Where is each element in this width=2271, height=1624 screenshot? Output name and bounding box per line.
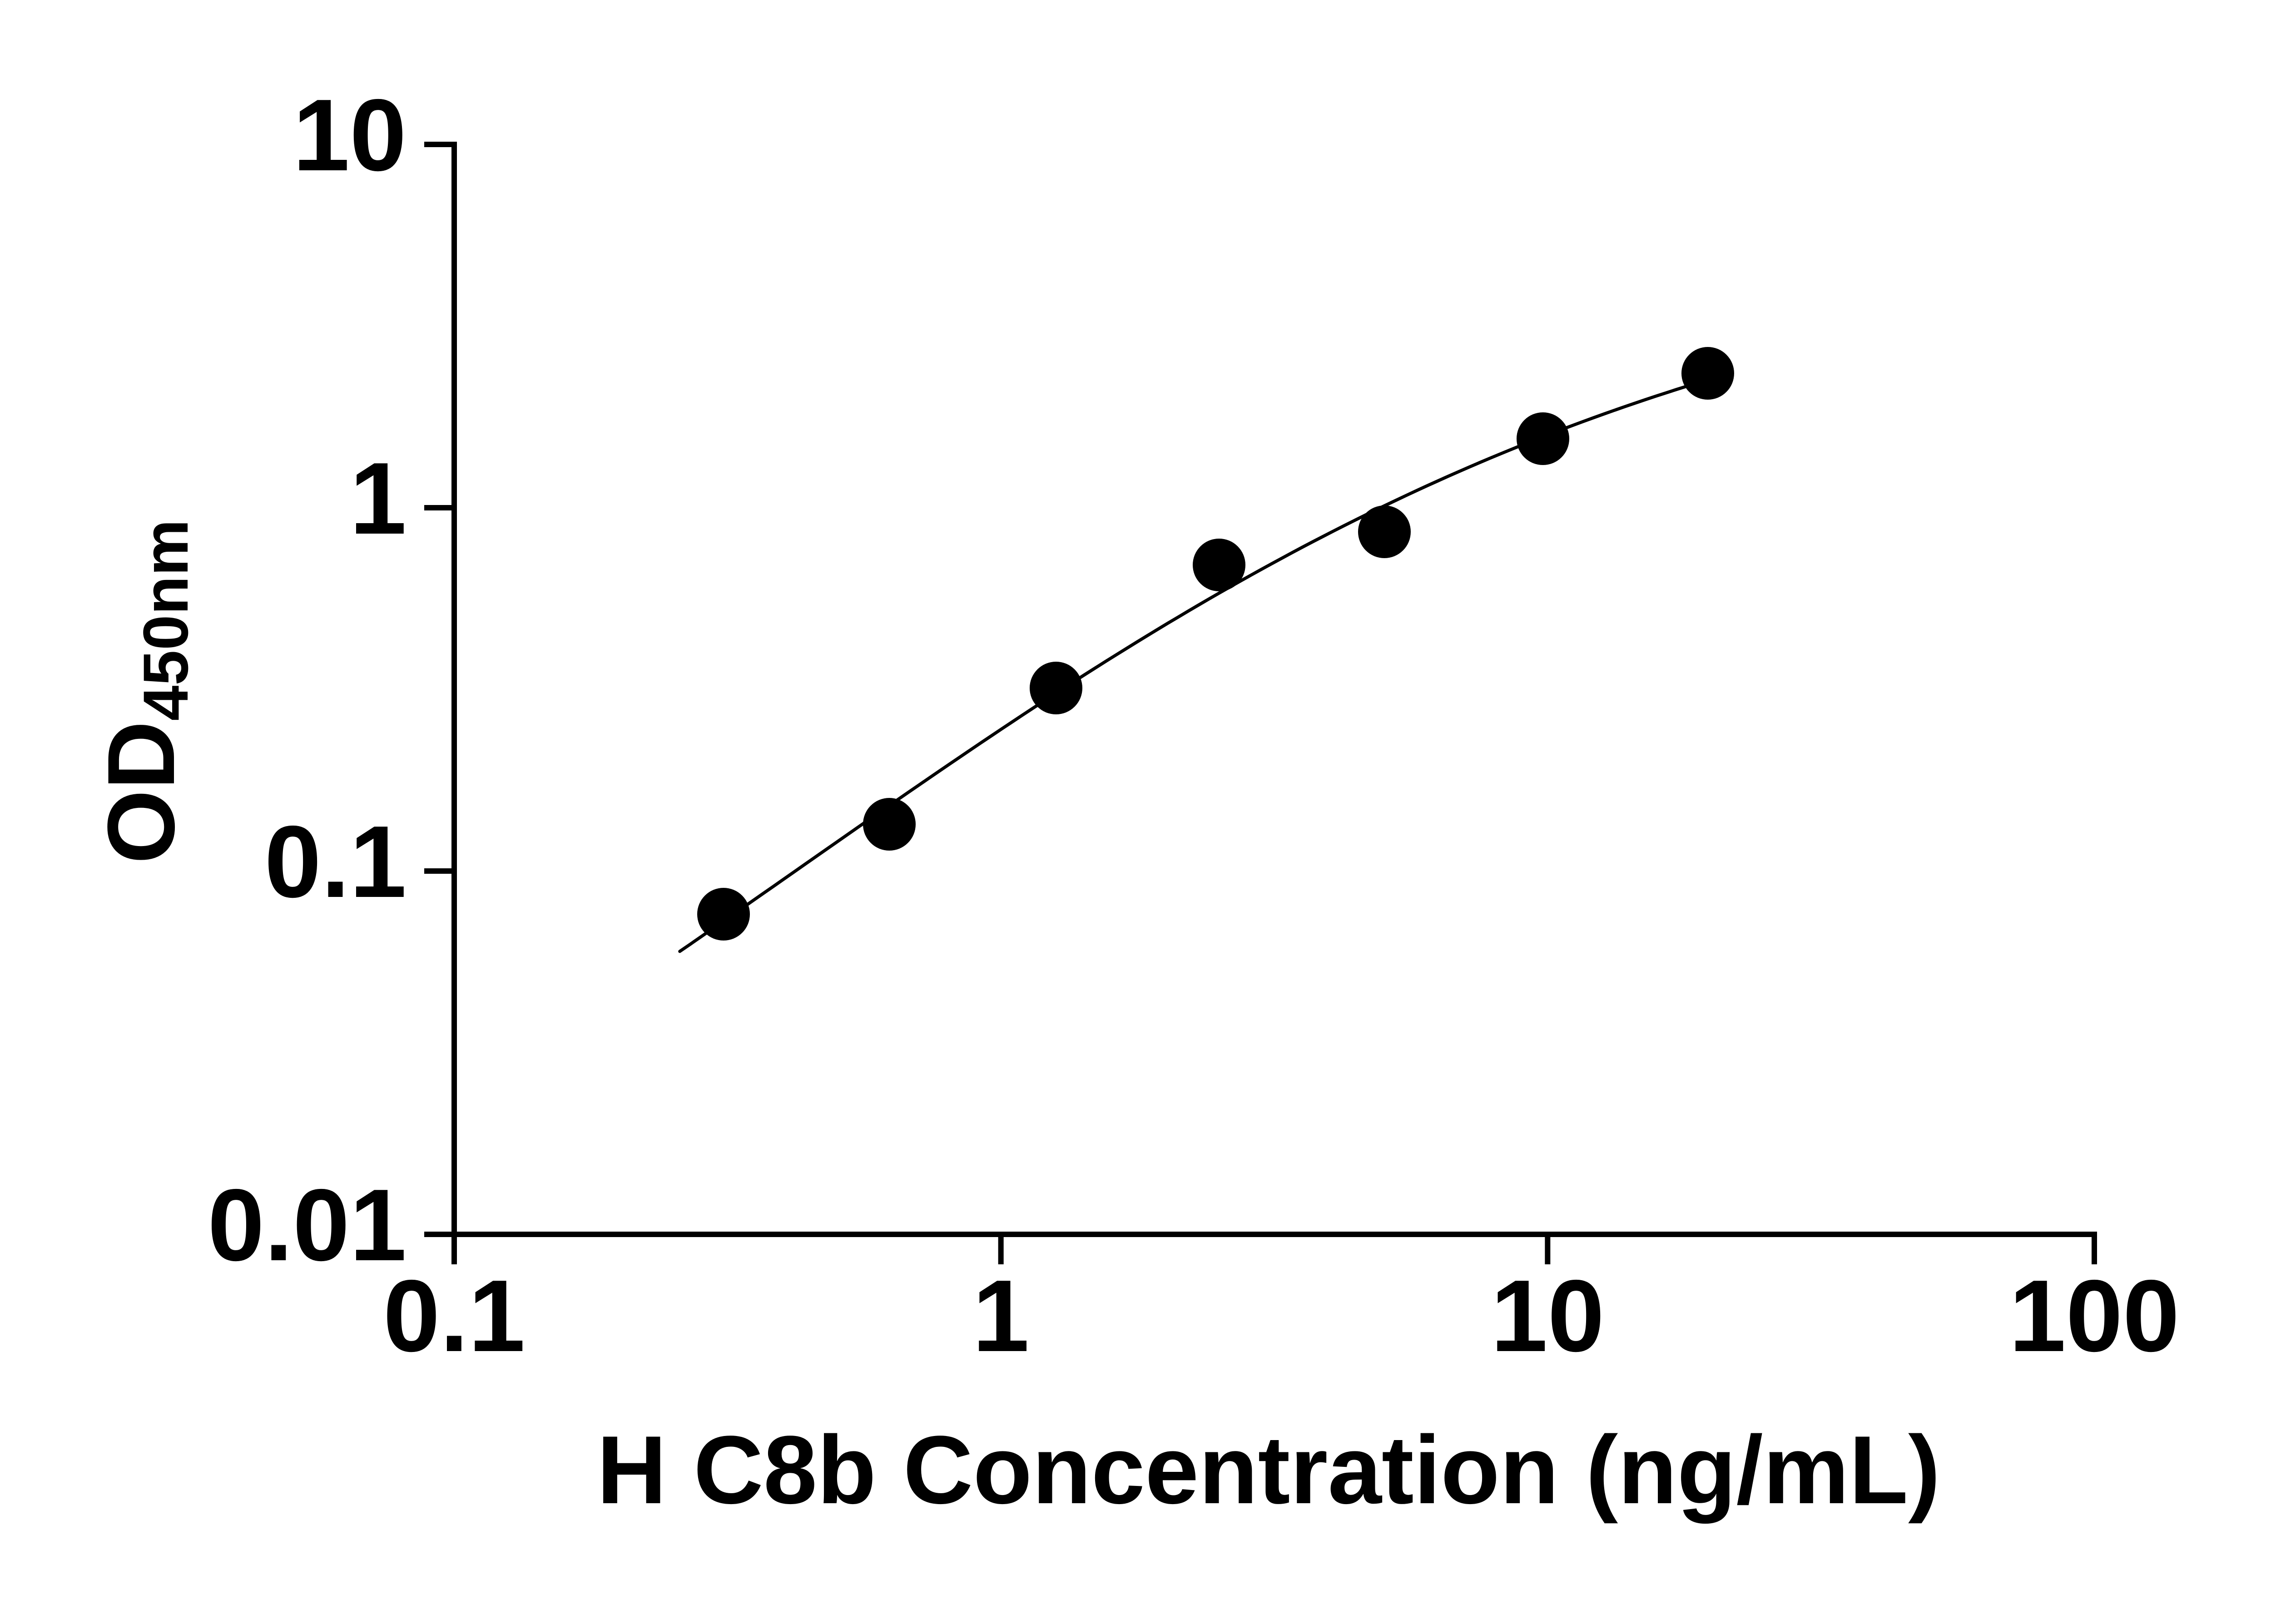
svg-text:10: 10	[293, 78, 407, 192]
svg-text:10: 10	[1491, 1258, 1604, 1373]
svg-text:0.1: 0.1	[383, 1258, 526, 1373]
svg-text:100: 100	[2009, 1258, 2179, 1373]
svg-text:1: 1	[972, 1258, 1029, 1373]
svg-text:0.01: 0.01	[208, 1168, 407, 1282]
svg-text:H C8b Concentration (ng/mL): H C8b Concentration (ng/mL)	[597, 1416, 1940, 1524]
svg-text:1: 1	[350, 441, 407, 555]
svg-text:0.1: 0.1	[264, 804, 407, 919]
